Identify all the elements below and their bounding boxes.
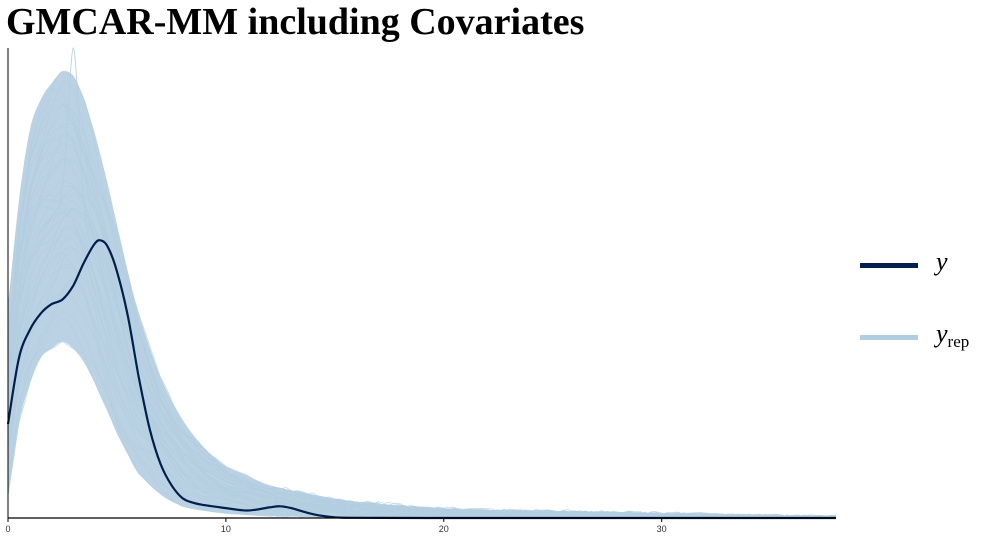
legend-label-yrep: yrep — [936, 319, 970, 351]
legend-swatch-yrep — [860, 335, 918, 340]
legend-item-yrep: yrep — [860, 317, 985, 361]
chart-title: GMCAR-MM including Covariates — [6, 1, 585, 43]
x-tick-label: 10 — [221, 524, 231, 534]
yrep-draw-line — [7, 194, 837, 519]
axes-layer: 0 10 20 30 — [5, 48, 836, 534]
legend-label-y: y — [936, 247, 948, 276]
legend: y yrep — [860, 245, 985, 389]
x-tick-label: 30 — [657, 524, 667, 534]
yrep-draw-line — [7, 151, 837, 519]
yrep-draw-peak-line — [7, 47, 179, 458]
legend-item-y: y — [860, 245, 985, 289]
yrep-draw-line — [7, 125, 837, 519]
legend-swatch-y — [860, 263, 918, 268]
yrep-draw-line — [7, 81, 837, 519]
x-tick-label: 0 — [5, 524, 10, 534]
x-tick-label: 20 — [439, 524, 449, 534]
